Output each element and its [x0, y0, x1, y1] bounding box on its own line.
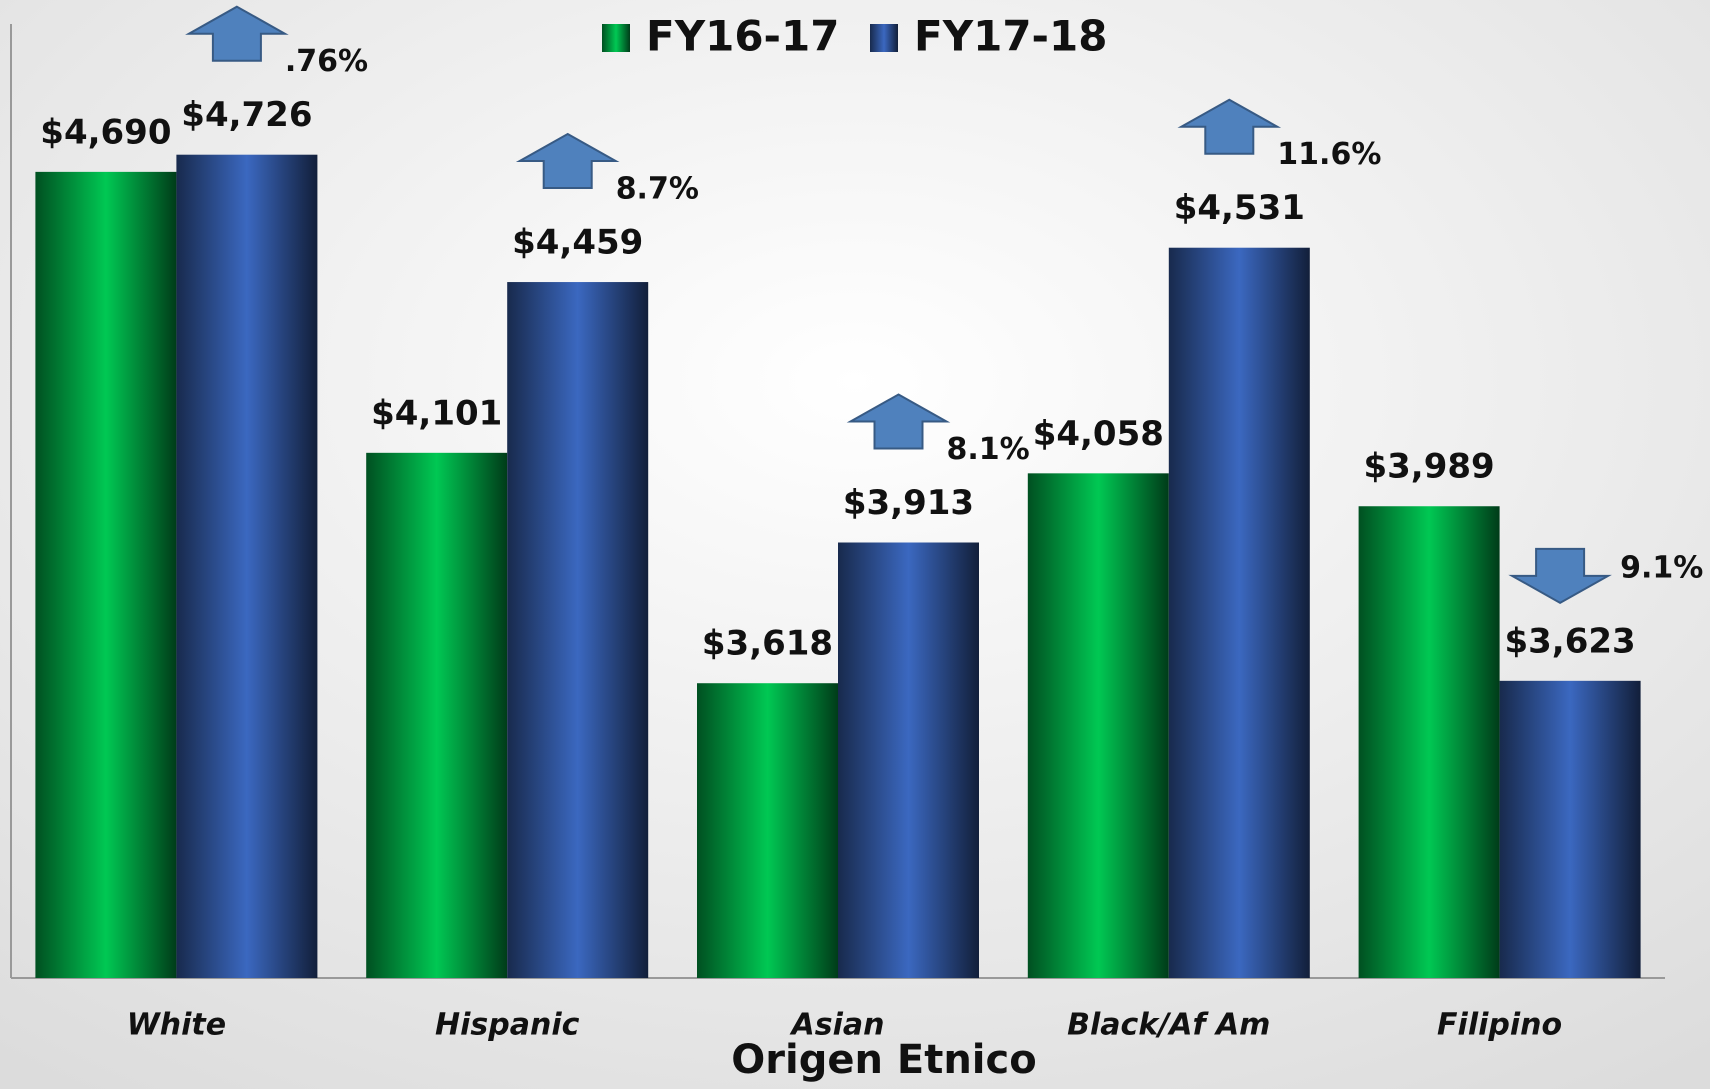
x-axis-title: Origen Etnico [731, 1037, 1036, 1083]
value-label: $4,726 [181, 95, 312, 135]
value-label: $3,618 [702, 624, 833, 664]
trend-arrow [1177, 98, 1282, 155]
annotation: .76% [285, 44, 368, 79]
legend-label: FY17-18 [914, 12, 1107, 61]
bar [1499, 680, 1641, 978]
bar [35, 171, 177, 978]
value-label: $4,058 [1033, 414, 1164, 454]
bar [838, 542, 979, 978]
annotation: 8.1% [947, 432, 1030, 467]
trend-arrow [185, 5, 289, 62]
value-label: $3,989 [1363, 447, 1494, 487]
bar [507, 282, 649, 978]
trend-arrow [1508, 547, 1612, 604]
x-tick-label: Filipino [1437, 1008, 1562, 1043]
value-label: $4,101 [371, 393, 502, 433]
legend-label: FY16-17 [646, 12, 839, 61]
x-tick-label: White [127, 1008, 226, 1043]
value-label: $3,623 [1504, 621, 1635, 661]
x-tick-label: Hispanic [435, 1008, 580, 1043]
value-label: $4,459 [512, 223, 643, 263]
bar [697, 683, 838, 978]
annotation: 8.7% [616, 172, 699, 207]
annotation: 11.6% [1277, 137, 1381, 172]
bar [176, 154, 318, 978]
bar [366, 452, 508, 978]
legend-swatch [870, 24, 898, 52]
value-label: $4,531 [1174, 188, 1305, 228]
legend-swatch [602, 24, 630, 52]
x-tick-label: Asian [790, 1008, 885, 1043]
bar [1358, 506, 1500, 978]
trend-arrow [515, 132, 620, 190]
bar [1027, 473, 1169, 978]
trend-arrow [846, 393, 951, 450]
value-label: $4,690 [40, 112, 171, 152]
x-tick-label: Black/Af Am [1067, 1008, 1270, 1043]
annotation: 9.1% [1620, 550, 1703, 585]
value-label: $3,913 [843, 483, 974, 523]
bar [1168, 247, 1310, 978]
